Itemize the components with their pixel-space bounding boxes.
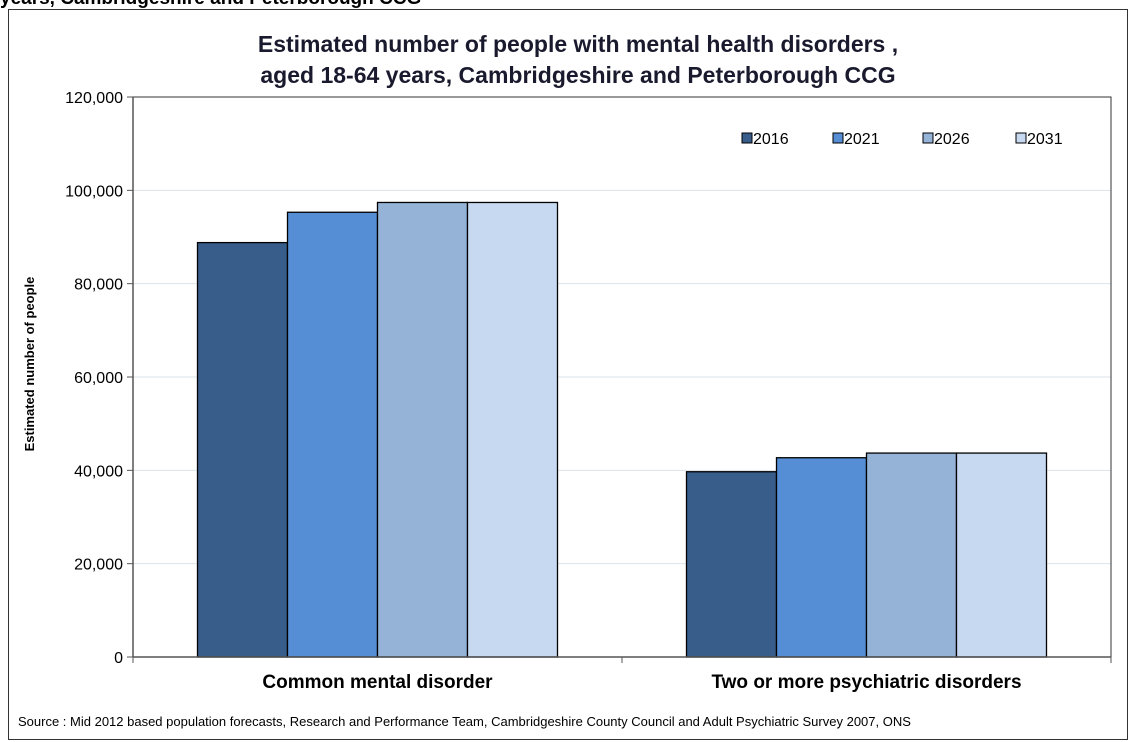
bar-2021 [286, 211, 379, 658]
legend-label-2026: 2026 [934, 131, 970, 148]
chart-title-line1: Estimated number of people with mental h… [258, 31, 898, 57]
bar-2016 [685, 471, 778, 658]
bar-2031 [466, 201, 559, 658]
y-tick-label: 100,000 [65, 183, 123, 200]
bar-2031 [955, 452, 1048, 658]
cut-off-caption: years, Cambridgeshire and Peterborough C… [0, 0, 1130, 8]
legend-swatch-2021 [832, 132, 844, 144]
legend-swatch-2031 [1015, 132, 1027, 144]
y-tick-label: 60,000 [74, 370, 123, 387]
legend-swatch-2026 [922, 132, 934, 144]
bar-2026 [865, 452, 958, 658]
y-tick-label: 0 [114, 650, 123, 667]
category-label: Two or more psychiatric disorders [711, 672, 1021, 693]
y-axis-ticks: 0 20,000 40,000 60,000 80,000 100,000 120,000 [65, 90, 133, 667]
legend-swatch-2016 [741, 132, 753, 144]
bar-2026 [376, 201, 469, 658]
category-label: Common mental disorder [262, 672, 493, 693]
legend-label-2031: 2031 [1027, 131, 1063, 148]
y-axis-label: Estimated number of people [22, 277, 37, 452]
y-tick-label: 120,000 [65, 90, 123, 107]
bar-2021 [775, 457, 868, 658]
category-labels: Common mental disorder Two or more psychi… [262, 672, 1021, 693]
legend-label-2016: 2016 [753, 131, 789, 148]
y-tick-label: 80,000 [74, 277, 123, 294]
legend: 2016 2021 2026 2031 [741, 131, 1063, 148]
legend-label-2021: 2021 [844, 131, 880, 148]
chart-title-line2: aged 18-64 years, Cambridgeshire and Pet… [260, 62, 895, 88]
bar-2016 [196, 241, 289, 658]
y-tick-label: 40,000 [74, 463, 123, 480]
source-note: Source : Mid 2012 based population forec… [18, 714, 911, 729]
axes [132, 96, 1112, 663]
y-tick-label: 20,000 [74, 557, 123, 574]
bars [196, 201, 1048, 658]
